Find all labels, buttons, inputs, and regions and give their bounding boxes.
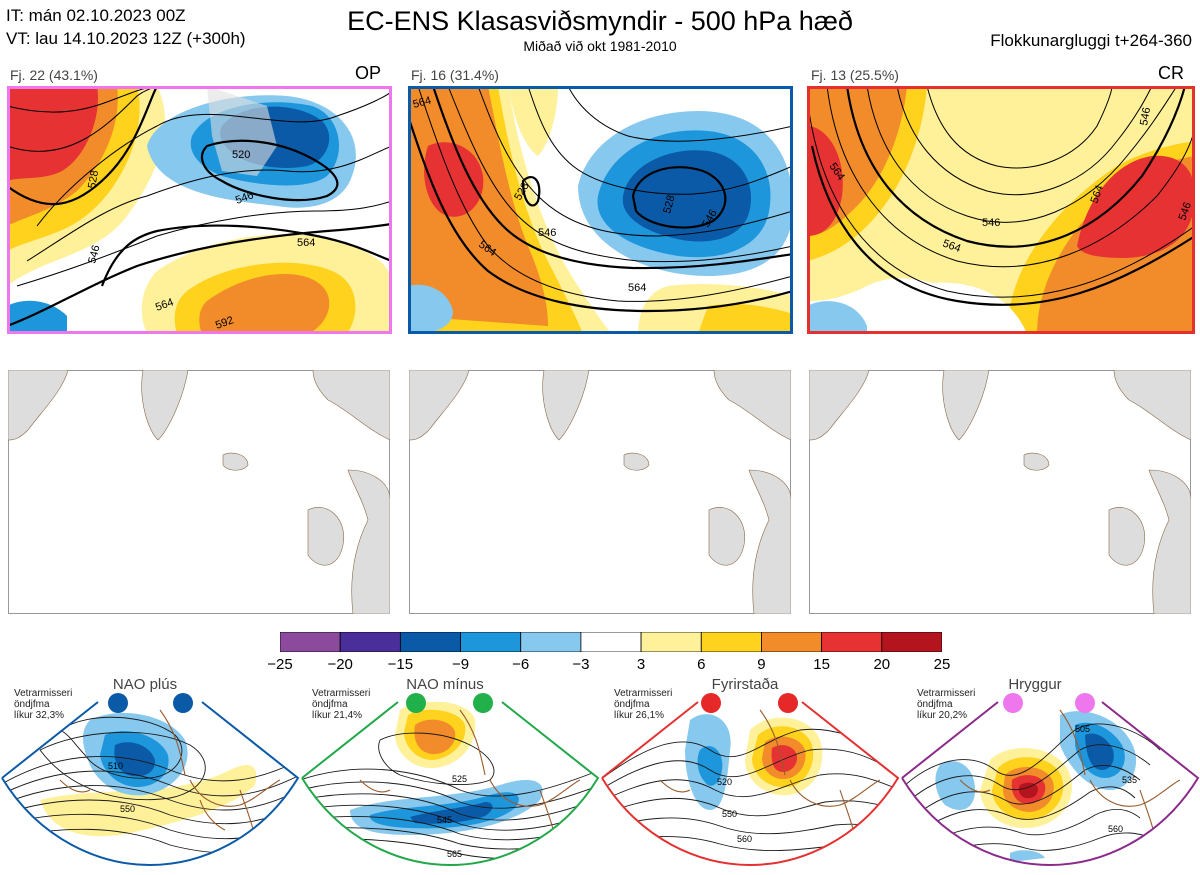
- valid-time: VT: lau 14.10.2023 12Z (+300h): [6, 29, 246, 48]
- colorbar-swatch: [881, 631, 943, 653]
- colorbar-swatch: [460, 631, 522, 653]
- contour-label: 560: [737, 834, 752, 844]
- contour-label: 546: [234, 189, 255, 207]
- empty-map-3: [808, 369, 1192, 615]
- colorbar-ticks: −25 −20 −15 −9 −6 −3 3 6 9 15 20 25: [260, 656, 960, 676]
- cluster-3-tag: CR: [1158, 63, 1184, 83]
- cluster-2-frame: [408, 86, 793, 334]
- contour-label: 525: [452, 774, 467, 784]
- colorbar-tick-label: −3: [572, 656, 590, 673]
- contour-label: 546: [86, 244, 102, 265]
- regime-4-marker-right: [1075, 693, 1095, 713]
- cluster-3-map: 564 546 564 546 564 546: [807, 86, 1195, 334]
- colorbar: [279, 631, 943, 653]
- contour-label: 564: [941, 238, 962, 256]
- colorbar-tick-label: 20: [873, 656, 891, 673]
- contour-label: 535: [1122, 775, 1137, 785]
- colorbar-tick-label: 3: [636, 656, 646, 673]
- colorbar-swatch: [339, 631, 401, 653]
- regime-2-map: 525 545 565: [300, 690, 600, 870]
- colorbar-swatch: [580, 631, 642, 653]
- page-title: EC-ENS Klasasviðsmyndir - 500 hPa hæð: [347, 6, 853, 36]
- regime-2-marker-right: [473, 693, 493, 713]
- colorbar-swatches: [279, 631, 943, 653]
- contour-label: 564: [154, 296, 175, 314]
- contour-label: 528: [86, 169, 101, 189]
- regime-1-note: Vetrarmisseri öndjfma líkur 32,3%: [14, 688, 73, 721]
- colorbar-tick-label: −15: [387, 656, 414, 673]
- colorbar-swatch: [761, 631, 823, 653]
- regime-4-note: Vetrarmisseri öndjfma líkur 20,2%: [917, 688, 976, 721]
- regime-4-map: 505 535 560: [900, 690, 1200, 870]
- regime-3-name: Fyrirstaða: [711, 676, 779, 693]
- contour-label: 565: [447, 849, 462, 859]
- contour-label: 546: [1138, 106, 1153, 126]
- classification-window: Flokkunargluggi t+264-360: [990, 31, 1192, 50]
- contour-label: 520: [232, 149, 250, 161]
- colorbar-tick-label: −6: [512, 656, 530, 673]
- contour-label: 546: [538, 227, 556, 239]
- issue-time: IT: mán 02.10.2023 00Z: [6, 6, 186, 25]
- colorbar-swatch: [821, 631, 883, 653]
- contour-label: 592: [214, 314, 235, 332]
- contour-label: 550: [120, 804, 135, 814]
- contour-label: 564: [628, 282, 646, 294]
- regime-1-marker-right: [173, 693, 193, 713]
- cluster-3-label: Fj. 13 (25.5%): [811, 67, 899, 83]
- contour-label: 550: [722, 809, 737, 819]
- regime-1-name: NAO plús: [112, 676, 178, 693]
- regime-2-marker-left: [406, 693, 426, 713]
- colorbar-tick-label: −20: [327, 656, 353, 673]
- colorbar-tick-label: 15: [813, 656, 830, 673]
- cluster-1-label: Fj. 22 (43.1%): [10, 67, 98, 83]
- regime-4-marker-left: [1003, 693, 1023, 713]
- colorbar-tick-label: −9: [451, 656, 470, 673]
- empty-map-1: [7, 369, 391, 615]
- colorbar-swatch: [520, 631, 582, 653]
- contour-label: 564: [297, 237, 315, 249]
- regime-3-marker-left: [701, 693, 721, 713]
- cluster-3-frame: [807, 86, 1195, 334]
- regime-4-name: Hryggur: [1008, 676, 1062, 693]
- regime-2-name: NAO mínus: [406, 676, 484, 693]
- contour-label: 545: [437, 815, 452, 825]
- colorbar-swatch: [640, 631, 702, 653]
- regime-3-note: Vetrarmisseri öndjfma líkur 26,1%: [614, 688, 673, 721]
- cluster-1-frame: [7, 86, 392, 334]
- colorbar-tick-label: 6: [697, 656, 706, 673]
- cluster-2-map: 564 528 528 546 546 564 564: [408, 86, 793, 334]
- contour-label: 528: [661, 194, 677, 215]
- regime-1-map: 510 550: [0, 690, 300, 870]
- colorbar-tick-label: 25: [933, 656, 951, 673]
- colorbar-tick-label: −25: [267, 656, 293, 673]
- colorbar-swatch: [700, 631, 762, 653]
- contour-label: 546: [982, 217, 1000, 229]
- contour-label: 564: [412, 95, 433, 111]
- colorbar-tick-label: 9: [757, 656, 766, 673]
- regime-2-note: Vetrarmisseri öndjfma líkur 21,4%: [312, 688, 371, 721]
- regime-3-map: 520 550 560: [600, 690, 900, 870]
- empty-map-2: [408, 369, 792, 615]
- contour-label: 564: [1089, 184, 1107, 205]
- contour-label: 560: [1108, 824, 1123, 834]
- contour-label: 520: [717, 777, 732, 787]
- cluster-2-label: Fj. 16 (31.4%): [411, 67, 499, 83]
- cluster-1-tag: OP: [355, 63, 382, 83]
- contour-label: 505: [1075, 724, 1090, 734]
- cluster-1-map: 528 520 546 546 564 564 592: [7, 86, 392, 334]
- colorbar-swatch: [399, 631, 461, 653]
- colorbar-swatch: [279, 631, 341, 653]
- contour-label: 510: [108, 761, 123, 771]
- regime-3-marker-right: [778, 693, 798, 713]
- header-info: IT: mán 02.10.2023 00Z VT: lau 14.10.202…: [6, 4, 246, 50]
- regime-1-marker-left: [108, 693, 128, 713]
- contour-label: 546: [1177, 201, 1195, 222]
- page-subtitle: Miðað við okt 1981-2010: [523, 38, 677, 54]
